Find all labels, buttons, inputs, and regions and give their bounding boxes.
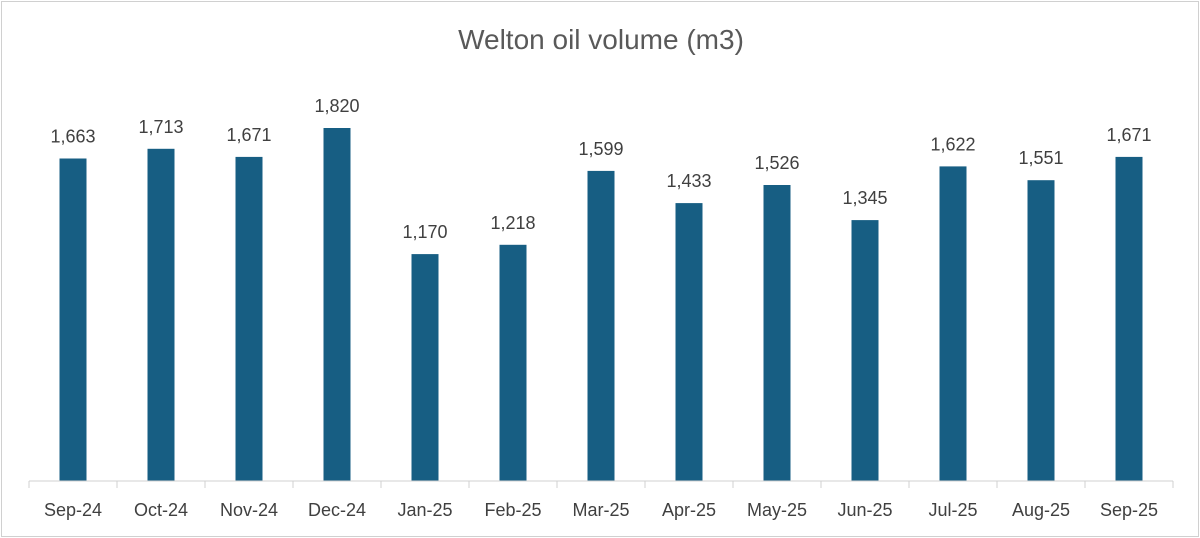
x-tick-label-nov-24: Nov-24 [220, 500, 278, 520]
ticks-layer [28, 481, 1174, 488]
x-tick-label-mar-25: Mar-25 [572, 500, 629, 520]
value-label-feb-25: 1,218 [490, 213, 535, 233]
x-tick-label-feb-25: Feb-25 [484, 500, 541, 520]
bar-jun-25 [851, 220, 879, 481]
x-tick-label-sep-25: Sep-25 [1100, 500, 1158, 520]
x-tick-label-dec-24: Dec-24 [308, 500, 366, 520]
value-label-aug-25: 1,551 [1018, 148, 1063, 168]
x-tick-label-sep-24: Sep-24 [44, 500, 102, 520]
value-label-oct-24: 1,713 [138, 117, 183, 137]
bar-jul-25 [939, 166, 967, 481]
x-tick-label-aug-25: Aug-25 [1012, 500, 1070, 520]
x-tick-label-oct-24: Oct-24 [134, 500, 188, 520]
x-tick-label-apr-25: Apr-25 [662, 500, 716, 520]
tick-labels-layer: Sep-24 Oct-24 Nov-24 Dec-24 Jan-25 Feb-25 Mar-… [44, 500, 1158, 520]
bar-sep-24 [59, 158, 87, 481]
bar-apr-25 [675, 203, 703, 481]
bar-feb-25 [499, 244, 527, 481]
bar-sep-25 [1115, 156, 1143, 481]
x-tick-label-jan-25: Jan-25 [397, 500, 452, 520]
value-labels-layer: 1,663 1,713 1,671 1,820 1,170 1,218 1,599 1,433… [50, 96, 1151, 242]
bar-aug-25 [1027, 180, 1055, 481]
bar-nov-24 [235, 156, 263, 481]
bar-jan-25 [411, 254, 439, 481]
value-label-jan-25: 1,170 [402, 222, 447, 242]
value-label-sep-25: 1,671 [1106, 125, 1151, 145]
x-tick-label-jul-25: Jul-25 [928, 500, 977, 520]
x-tick-label-may-25: May-25 [747, 500, 807, 520]
value-label-sep-24: 1,663 [50, 127, 95, 147]
value-label-jun-25: 1,345 [842, 188, 887, 208]
value-label-apr-25: 1,433 [666, 171, 711, 191]
value-label-jul-25: 1,622 [930, 134, 975, 154]
bar-dec-24 [323, 128, 351, 481]
bar-may-25 [763, 185, 791, 481]
value-label-mar-25: 1,599 [578, 139, 623, 159]
value-label-nov-24: 1,671 [226, 125, 271, 145]
chart-title: Welton oil volume (m3) [458, 24, 744, 55]
bars-layer [59, 128, 1143, 482]
bar-oct-24 [147, 148, 175, 482]
x-tick-label-jun-25: Jun-25 [837, 500, 892, 520]
value-label-may-25: 1,526 [754, 153, 799, 173]
bar-mar-25 [587, 170, 615, 481]
value-label-dec-24: 1,820 [314, 96, 359, 116]
